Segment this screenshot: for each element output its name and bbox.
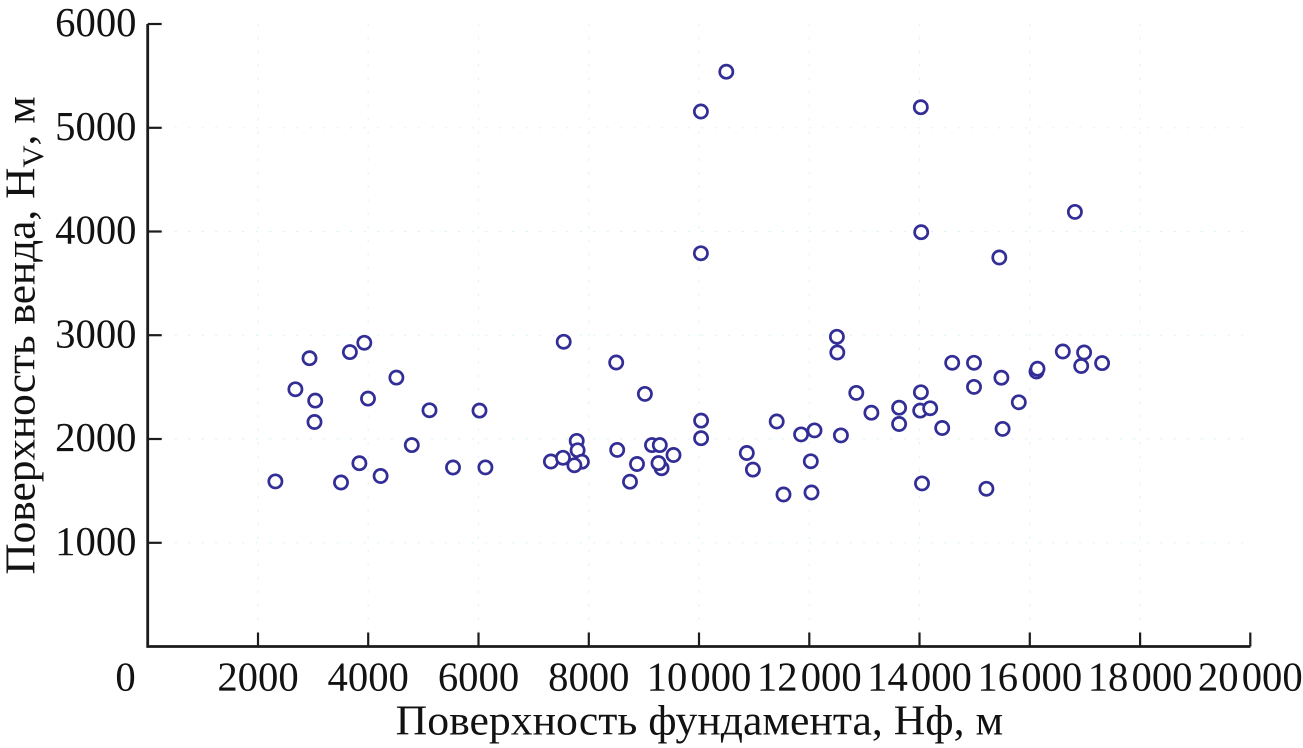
svg-text:5000: 5000: [55, 102, 136, 148]
svg-text:10000: 10000: [647, 653, 752, 699]
svg-text:12000: 12000: [757, 653, 862, 699]
svg-text:Поверхность венда, НV, м: Поверхность венда, НV, м: [0, 96, 50, 574]
svg-text:6000: 6000: [438, 653, 519, 699]
svg-text:8000: 8000: [548, 653, 629, 699]
svg-text:1000: 1000: [55, 518, 136, 564]
svg-text:3000: 3000: [55, 310, 136, 356]
svg-text:4000: 4000: [55, 206, 136, 252]
svg-text:6000: 6000: [55, 0, 136, 45]
svg-text:4000: 4000: [328, 653, 409, 699]
svg-text:14000: 14000: [867, 653, 972, 699]
svg-text:18000: 18000: [1088, 653, 1193, 699]
svg-text:20000: 20000: [1198, 653, 1303, 699]
svg-text:16000: 16000: [977, 653, 1082, 699]
svg-text:2000: 2000: [217, 653, 298, 699]
svg-text:2000: 2000: [55, 414, 136, 460]
svg-text:0: 0: [115, 653, 135, 699]
svg-text:Поверхность фундамента, Нф, м: Поверхность фундамента, Нф, м: [396, 698, 1004, 744]
